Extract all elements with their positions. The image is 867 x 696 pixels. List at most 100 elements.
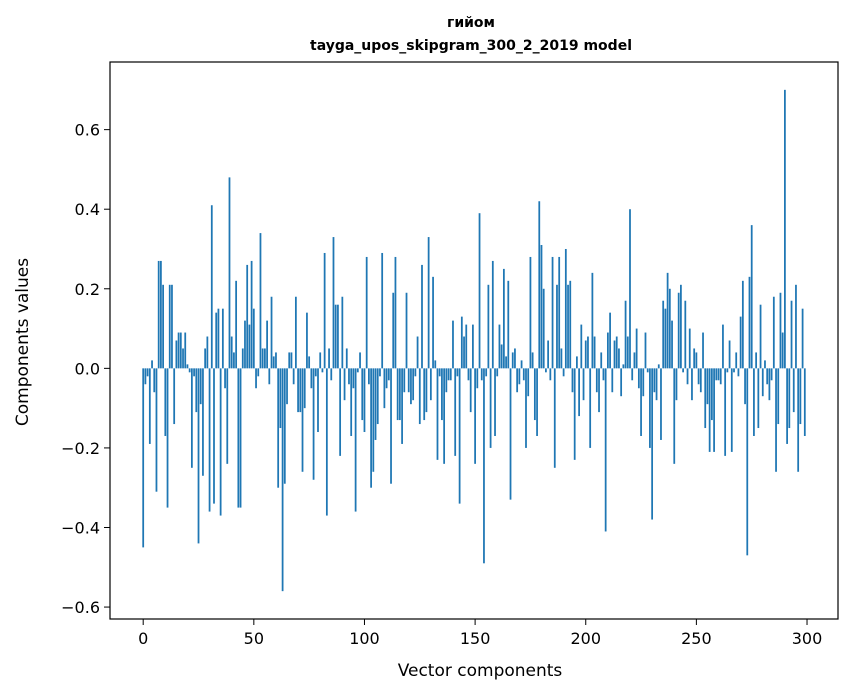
bar-185 bbox=[551, 256, 554, 369]
bar-271 bbox=[741, 280, 744, 369]
bar-43 bbox=[237, 368, 240, 508]
bar-244 bbox=[682, 368, 684, 373]
bar-69 bbox=[294, 296, 297, 369]
bar-41 bbox=[233, 352, 235, 369]
bar-62 bbox=[279, 368, 282, 429]
bar-295 bbox=[795, 284, 797, 369]
bar-259 bbox=[715, 368, 718, 381]
bar-10 bbox=[164, 368, 167, 436]
bar-71 bbox=[299, 368, 302, 413]
bar-127 bbox=[423, 368, 426, 421]
bar-35 bbox=[219, 368, 222, 516]
bar-73 bbox=[303, 368, 306, 409]
bar-17 bbox=[179, 332, 182, 369]
bar-48 bbox=[248, 324, 251, 369]
bar-42 bbox=[235, 280, 238, 369]
bar-226 bbox=[642, 368, 645, 397]
bar-83 bbox=[325, 368, 328, 516]
bar-162 bbox=[500, 344, 503, 369]
bar-261 bbox=[719, 368, 722, 385]
x-axis-label: Vector components bbox=[398, 661, 563, 681]
bar-60 bbox=[275, 352, 277, 369]
bar-176 bbox=[531, 352, 534, 369]
bar-8 bbox=[160, 260, 162, 369]
bar-280 bbox=[761, 368, 764, 397]
bar-292 bbox=[788, 368, 791, 429]
bar-193 bbox=[569, 280, 572, 369]
bar-137 bbox=[445, 368, 448, 393]
bar-213 bbox=[613, 340, 616, 369]
bar-51 bbox=[255, 368, 257, 389]
bar-142 bbox=[456, 368, 459, 377]
bar-277 bbox=[755, 352, 758, 369]
bar-53 bbox=[259, 233, 262, 369]
bar-121 bbox=[410, 368, 412, 405]
bar-200 bbox=[584, 340, 587, 369]
bar-175 bbox=[529, 256, 532, 369]
bar-212 bbox=[611, 368, 614, 393]
bar-269 bbox=[737, 368, 740, 377]
bar-230 bbox=[651, 368, 654, 520]
bar-56 bbox=[266, 320, 268, 369]
bar-207 bbox=[600, 352, 603, 369]
bar-5 bbox=[153, 368, 156, 393]
bar-179 bbox=[538, 201, 541, 369]
bar-255 bbox=[706, 368, 709, 405]
bar-9 bbox=[162, 284, 164, 369]
bar-30 bbox=[208, 368, 211, 512]
bar-240 bbox=[673, 368, 676, 464]
bar-16 bbox=[177, 332, 180, 369]
bar-115 bbox=[396, 368, 399, 421]
bar-58 bbox=[270, 296, 273, 369]
bar-96 bbox=[354, 368, 357, 512]
bar-138 bbox=[447, 368, 450, 381]
bar-203 bbox=[591, 272, 594, 369]
bar-284 bbox=[770, 368, 773, 381]
bar-219 bbox=[626, 336, 629, 369]
bar-11 bbox=[166, 368, 169, 508]
plot-frame bbox=[109, 61, 839, 620]
bar-122 bbox=[412, 368, 415, 401]
bar-236 bbox=[664, 308, 667, 369]
bar-110 bbox=[385, 368, 388, 389]
bar-257 bbox=[710, 368, 713, 421]
bar-6 bbox=[155, 368, 158, 492]
bar-149 bbox=[472, 324, 474, 369]
bar-50 bbox=[252, 308, 255, 369]
bar-192 bbox=[567, 284, 569, 369]
bar-85 bbox=[330, 368, 333, 381]
bar-263 bbox=[724, 368, 727, 456]
bar-130 bbox=[429, 368, 432, 401]
bar-89 bbox=[339, 368, 342, 456]
bar-283 bbox=[768, 368, 771, 401]
bar-209 bbox=[604, 368, 607, 532]
bar-221 bbox=[631, 368, 634, 381]
bar-40 bbox=[230, 336, 233, 369]
bar-232 bbox=[655, 368, 658, 401]
bar-218 bbox=[624, 300, 627, 369]
bar-247 bbox=[688, 328, 691, 369]
bar-211 bbox=[609, 312, 611, 369]
bar-150 bbox=[474, 368, 476, 464]
bar-108 bbox=[381, 252, 384, 369]
bar-19 bbox=[184, 332, 187, 369]
bar-262 bbox=[722, 324, 724, 369]
bar-154 bbox=[483, 368, 485, 564]
bar-233 bbox=[657, 364, 660, 369]
bar-267 bbox=[733, 368, 735, 373]
bar-166 bbox=[509, 368, 512, 500]
bar-170 bbox=[518, 368, 521, 385]
bar-260 bbox=[717, 368, 720, 381]
bar-1 bbox=[144, 368, 147, 385]
y-tick-label-2: −0.2 bbox=[61, 439, 100, 458]
bar-29 bbox=[206, 336, 209, 369]
bar-67 bbox=[290, 352, 293, 369]
bar-153 bbox=[480, 368, 483, 381]
bar-109 bbox=[383, 368, 386, 409]
bar-188 bbox=[558, 256, 561, 369]
bar-46 bbox=[244, 320, 246, 369]
bar-64 bbox=[283, 368, 286, 484]
bar-74 bbox=[306, 312, 308, 369]
bar-208 bbox=[602, 368, 605, 381]
bar-215 bbox=[618, 348, 620, 369]
